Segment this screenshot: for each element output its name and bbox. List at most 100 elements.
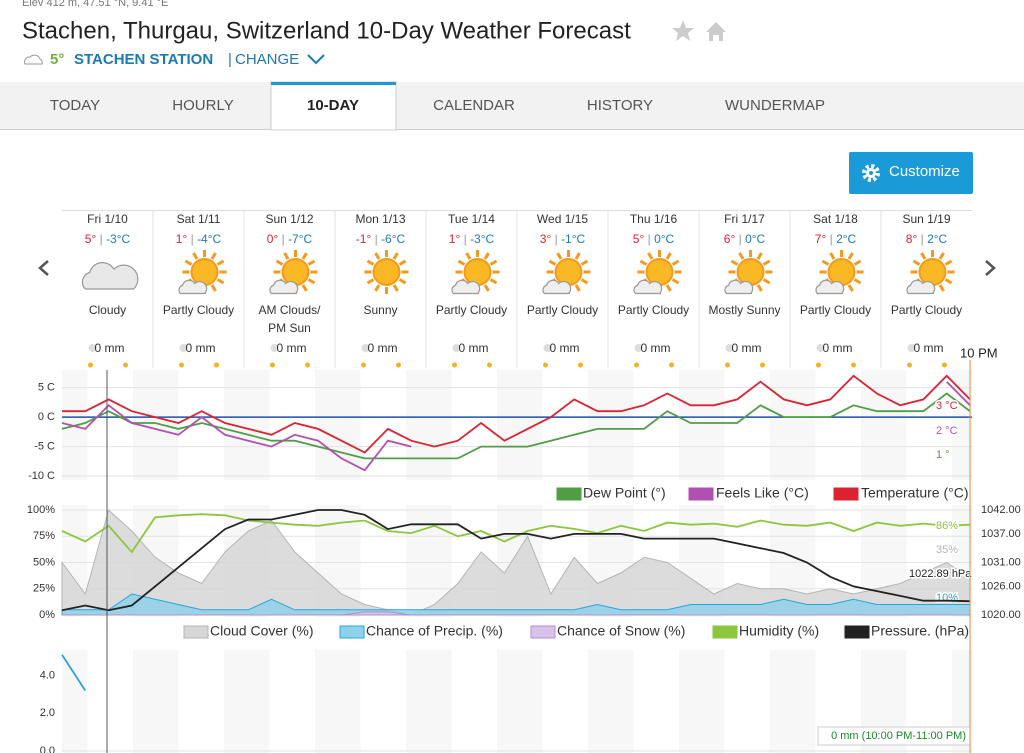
separator: | [228,51,232,68]
y-tick-label: 5 C [38,382,55,394]
sun-ray [574,252,581,260]
sun-dot [760,362,765,368]
day-high: 0° [267,232,279,246]
sun-dot [669,362,674,368]
favorite-star[interactable] [672,20,694,41]
home-icon[interactable] [706,22,726,41]
temp-separator: | [96,232,106,246]
sun-ray [671,278,680,285]
sun-dot [487,362,492,368]
day-low: 0°C [745,232,765,246]
day-band [87,370,133,480]
area [62,611,970,616]
sun-ray [483,284,490,292]
legend-swatch [844,625,870,639]
precip-drop [179,344,188,352]
legend-label[interactable]: Dew Point (°) [583,485,666,501]
day-high: 1° [176,232,188,246]
precip-drop [907,344,916,352]
page-title: Stachen, Thurgau, Switzerland 10-Day Wea… [22,17,631,44]
day-band [724,650,770,753]
temp-separator: | [826,232,836,246]
line [61,381,971,472]
legend-label[interactable]: Temperature (°C) [861,485,969,501]
sun-ray [944,278,953,285]
day-temps: 6° | 0°C [724,232,766,246]
tab[interactable]: CALENDAR [433,97,515,114]
customize-label[interactable]: Customize [889,163,960,180]
sun-ray [275,259,284,266]
sun-dot [452,362,457,368]
cloud-icon [906,279,936,295]
station-name[interactable]: STACHEN STATION [74,51,213,68]
sun-ray [938,252,945,260]
change-chevron[interactable] [307,54,325,65]
day-temps: -1° | -6°C [356,232,406,246]
y-tick-label: 50% [33,556,55,568]
day-temps: 5° | -3°C [85,232,131,246]
change-link[interactable]: CHANGE [235,51,299,68]
sun-ray [192,252,199,260]
tab[interactable]: WUNDERMAP [725,97,825,114]
legend-swatch [556,487,582,501]
precip-drop [816,344,825,352]
prev-arrow[interactable] [38,260,49,276]
y-tick-label: -5 C [34,440,55,452]
cloud-icon [542,279,572,295]
gear-icon [862,164,880,182]
legend-label[interactable]: Feels Like (°C) [716,485,809,501]
day-date: Thu 1/16 [630,212,678,226]
day-precip: 0 mm [732,341,762,355]
day-high: 1° [449,232,461,246]
legend-label[interactable]: Humidity (%) [739,623,819,639]
sun-ray [366,278,375,285]
tab[interactable]: 10-DAY [307,97,359,114]
legend-label[interactable]: Cloud Cover (%) [210,623,313,639]
day-date: Fri 1/10 [87,212,128,226]
line [61,513,971,554]
day-low: -3°C [470,232,494,246]
sun-dot [305,362,310,368]
legend-label[interactable]: Pressure. (hPa) [871,623,969,639]
customize-button[interactable] [849,152,973,194]
sun-ray [556,252,563,260]
day-band [906,370,952,480]
tab[interactable]: HOURLY [172,97,233,114]
legend-swatch [712,625,738,639]
sun-icon [190,258,219,286]
next-arrow[interactable] [985,260,996,276]
sun-dot [725,362,730,368]
sun-ray [398,278,407,285]
tab[interactable]: HISTORY [587,97,653,114]
current-temp: 5° [50,51,64,68]
day-precip: 0 mm [550,341,580,355]
sun-ray [665,284,672,292]
sun-ray [184,259,193,266]
sun-ray [366,259,375,266]
day-date: Wed 1/15 [537,212,588,226]
time-marker: 10 PM [960,345,998,360]
day-date: Sun 1/19 [902,212,950,226]
sun-ray [392,284,399,292]
sun-ray [738,252,745,260]
day-condition: Partly Cloudy [891,303,962,317]
tab[interactable]: TODAY [50,97,100,114]
day-condition: Mostly Sunny [708,303,780,317]
active-tab-indicator [271,82,396,85]
legend-swatch [530,625,556,639]
sun-ray [920,252,927,260]
legend-label[interactable]: Chance of Snow (%) [557,623,685,639]
temp-separator: | [460,232,470,246]
tab-bar [0,82,1024,130]
sun-dot [270,362,275,368]
sun-ray [210,252,217,260]
legend-swatch [688,487,714,501]
sun-ray [374,284,381,292]
day-high: 6° [724,232,736,246]
line [62,374,971,454]
y-tick-label: 25% [33,583,55,595]
day-date: Mon 1/13 [355,212,405,226]
area [61,509,971,616]
sun-dot [214,362,219,368]
legend-label[interactable]: Chance of Precip. (%) [366,623,503,639]
